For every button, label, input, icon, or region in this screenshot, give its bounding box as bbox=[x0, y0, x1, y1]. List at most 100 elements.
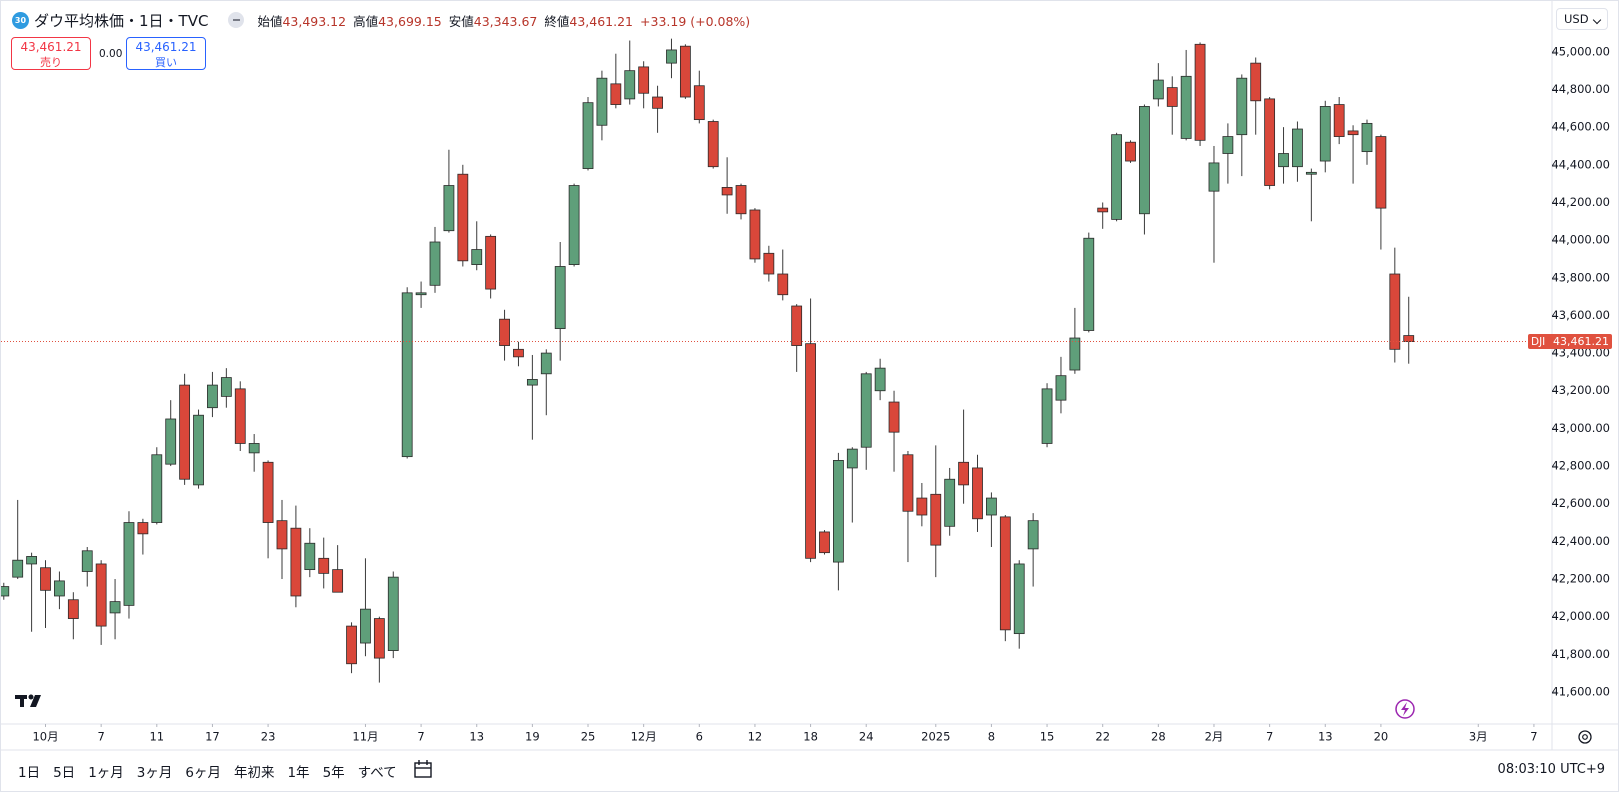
candle-body bbox=[1055, 375, 1067, 401]
x-tick-label: 7 bbox=[417, 730, 424, 744]
y-tick-label: 42,000.00 bbox=[1551, 609, 1610, 623]
tv-logo bbox=[15, 694, 41, 707]
candle-body bbox=[972, 467, 983, 520]
settings-icon[interactable] bbox=[1578, 730, 1592, 744]
candle-body bbox=[165, 418, 177, 465]
range-button[interactable]: 1年 bbox=[287, 765, 310, 781]
y-tick-label: 44,800.00 bbox=[1551, 82, 1610, 96]
candle-body bbox=[999, 516, 1011, 631]
lightning-icon[interactable] bbox=[1395, 699, 1415, 719]
x-tick-label: 17 bbox=[205, 730, 220, 744]
range-button[interactable]: 6ヶ月 bbox=[185, 765, 221, 781]
symbol-title[interactable]: ダウ平均株価・1日・TVC bbox=[34, 11, 209, 30]
candle-body bbox=[1, 586, 10, 597]
x-tick-label: 15 bbox=[1040, 730, 1055, 744]
candle-body bbox=[1375, 136, 1387, 209]
range-button[interactable]: すべて bbox=[357, 765, 397, 781]
clock: 08:03:10 UTC+9 bbox=[1497, 762, 1605, 777]
y-tick-label: 41,800.00 bbox=[1551, 647, 1610, 661]
candle-body bbox=[860, 373, 872, 448]
candle-body bbox=[1250, 62, 1262, 102]
candle-body bbox=[457, 173, 469, 262]
candle-body bbox=[95, 563, 107, 627]
label: 高値 bbox=[353, 13, 379, 29]
x-tick-label: 8 bbox=[988, 730, 995, 744]
candle-body bbox=[1403, 335, 1415, 342]
candle-body bbox=[387, 576, 399, 651]
candle-body bbox=[401, 292, 413, 458]
y-tick-label: 42,800.00 bbox=[1551, 459, 1610, 473]
y-tick-label: 43,000.00 bbox=[1551, 421, 1610, 435]
candle-body bbox=[1361, 122, 1373, 153]
label: 売り bbox=[40, 56, 62, 69]
candle-body bbox=[123, 522, 135, 606]
candle-body bbox=[67, 599, 79, 619]
price: 43,461.21 bbox=[20, 40, 82, 54]
y-tick-label: 41,600.00 bbox=[1551, 684, 1610, 698]
candle-body bbox=[805, 343, 816, 559]
x-tick-label: 12月 bbox=[631, 730, 657, 744]
candle-body bbox=[721, 186, 733, 196]
symbol-header: 30 ダウ平均株価・1日・TVC 始値43,493.12 高値43,699.15 安… bbox=[12, 9, 750, 31]
y-tick-label: 44,600.00 bbox=[1551, 120, 1610, 134]
candle-body bbox=[332, 569, 344, 593]
y-tick-label: 44,000.00 bbox=[1551, 233, 1610, 247]
x-tick-label: 24 bbox=[859, 730, 874, 744]
candle-body bbox=[568, 185, 580, 265]
x-tick-label: 20 bbox=[1374, 730, 1389, 744]
change: +33.19 (+0.08%) bbox=[640, 13, 751, 29]
range-button[interactable]: 年初来 bbox=[233, 765, 275, 781]
y-tick-label: 43,800.00 bbox=[1551, 270, 1610, 284]
buy-button[interactable]: 43,461.21 買い bbox=[126, 37, 206, 70]
x-tick-label: 22 bbox=[1095, 730, 1110, 744]
x-tick-label: 2月 bbox=[1205, 730, 1224, 744]
candle-body bbox=[1027, 520, 1039, 550]
candle-body bbox=[1180, 75, 1192, 139]
x-tick-label: 11 bbox=[149, 730, 164, 744]
calendar-icon[interactable] bbox=[414, 760, 432, 778]
candle-body bbox=[874, 367, 886, 392]
candle-body bbox=[888, 401, 900, 433]
candle-body bbox=[234, 388, 246, 444]
candle-body bbox=[12, 559, 24, 578]
candle-body bbox=[1041, 388, 1053, 444]
candle-body bbox=[554, 266, 566, 330]
candle-body bbox=[193, 414, 204, 486]
x-tick-label: 7 bbox=[97, 730, 104, 744]
candle-body bbox=[1347, 130, 1359, 136]
label: 安値 bbox=[448, 13, 474, 29]
range-button[interactable]: 3ヶ月 bbox=[136, 765, 173, 781]
currency-select[interactable]: USD bbox=[1556, 8, 1608, 30]
value: 43,493.12 bbox=[282, 13, 347, 29]
candle-body bbox=[179, 384, 191, 480]
label: 終値 bbox=[544, 13, 570, 29]
range-button[interactable]: 5日 bbox=[53, 765, 76, 781]
candle-body bbox=[819, 531, 830, 554]
candle-body bbox=[1208, 162, 1220, 192]
collapse-button[interactable] bbox=[228, 12, 245, 28]
candle-body bbox=[1319, 106, 1331, 162]
candle-body bbox=[485, 235, 497, 290]
price-tag-label: 43,461.21 bbox=[1553, 335, 1609, 348]
candle-body bbox=[944, 478, 956, 527]
range-button[interactable]: 1日 bbox=[18, 765, 41, 781]
x-tick-label: 7 bbox=[1266, 730, 1273, 744]
candle-body bbox=[276, 520, 288, 550]
x-tick-label: 25 bbox=[581, 730, 596, 744]
candle-body bbox=[513, 348, 524, 358]
candle-body bbox=[262, 461, 274, 523]
range-button[interactable]: 1ヶ月 bbox=[88, 765, 124, 781]
candle-body bbox=[638, 66, 650, 94]
candle-body bbox=[666, 49, 677, 64]
price-tag bbox=[1528, 334, 1612, 350]
candle-body bbox=[40, 567, 51, 591]
y-tick-label: 43,200.00 bbox=[1551, 383, 1610, 397]
candle-body bbox=[54, 580, 65, 597]
sell-button[interactable]: 43,461.21 売り bbox=[11, 37, 91, 70]
ohlc-legend: 始値43,493.12 高値43,699.15 安値43,343.67 終値43,46… bbox=[257, 11, 750, 30]
candle-body bbox=[499, 318, 510, 346]
candle-body bbox=[1166, 87, 1178, 107]
price: 43,461.21 bbox=[135, 40, 197, 54]
range-button[interactable]: 5年 bbox=[322, 765, 345, 781]
x-tick-label: 3月 bbox=[1469, 730, 1488, 744]
